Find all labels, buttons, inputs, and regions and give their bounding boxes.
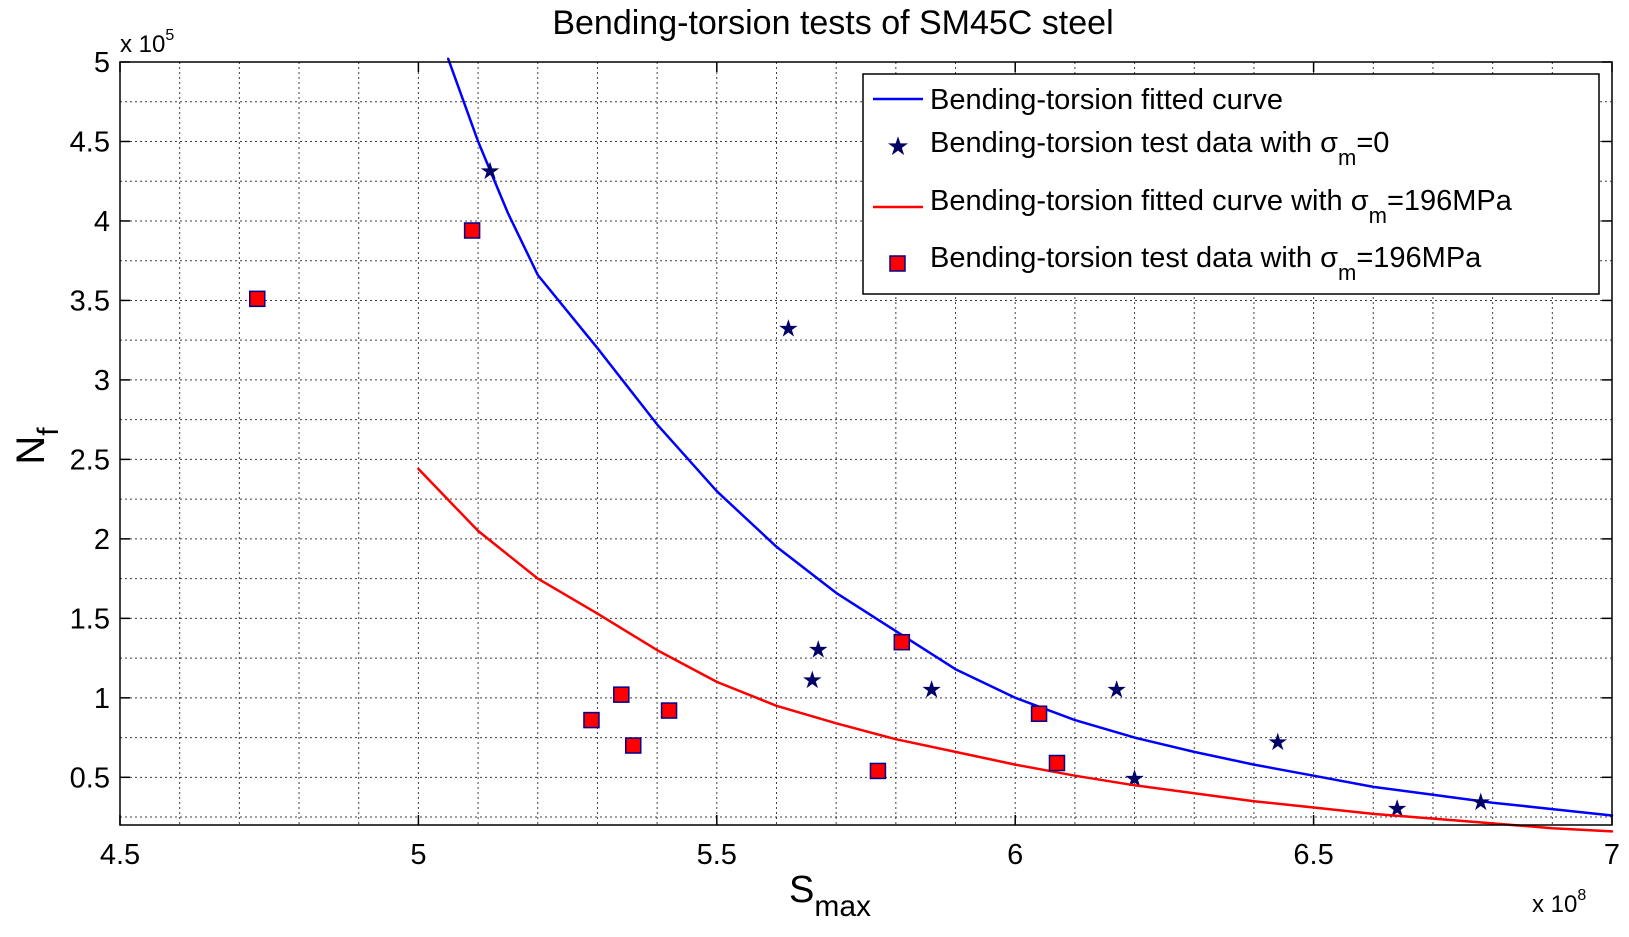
x-multiplier-exp: 8 [1577,887,1586,904]
data-point-square [1048,754,1066,772]
y-axis-label-sub: f [32,427,65,436]
data-point-star: ★ [1124,764,1146,792]
data-point-square [660,702,678,719]
series-line-red-fitted-curve [417,467,1614,833]
x-tick-label: 5 [410,839,426,871]
x-multiplier: x 108 [1532,887,1586,918]
data-point-square [893,633,911,651]
y-tick-label: 3 [94,365,110,397]
x-axis-label-sub: max [814,890,871,923]
tick-layer: 4.5 5 5.5 6 6.5 7 0.5 1 1.5 2 2.5 3 3.5 4 4.5 5 [70,47,1620,871]
y-multiplier: x 105 [120,27,174,58]
x-tick-label: 4.5 [100,839,140,871]
y-tick-label: 0.5 [70,762,110,794]
legend-label-squares-sub: m [1338,260,1356,285]
legend-label-red-curve: Bending-torsion fitted curve with σm=196… [930,185,1513,228]
x-multiplier-base: x 10 [1532,891,1577,918]
y-tick-label: 4 [94,206,110,238]
plot-frame [119,61,1613,826]
data-point-square [624,737,642,754]
legend-label-squares-tail: =196MPa [1356,242,1482,274]
y-tick-label: 2.5 [70,444,110,476]
data-point-square [249,290,266,308]
legend-label-stars-tail: =0 [1356,127,1389,159]
data-point-star: ★ [1267,728,1289,756]
legend-label-stars-sub: m [1338,145,1356,170]
legend-label-stars-text: Bending-torsion test data with σ [930,127,1338,159]
legend-label-red-curve-sub: m [1369,203,1387,228]
series-line-blue-fitted-curve [446,57,1614,817]
chart-title: Bending-torsion tests of SM45C steel [552,4,1113,42]
legend-swatch-star: ★ [886,132,909,162]
data-point-square [869,762,887,780]
data-point-star: ★ [479,157,501,185]
legend-label-blue-curve-text: Bending-torsion fitted curve [930,84,1283,116]
data-point-star: ★ [921,675,943,703]
x-tick-label: 5.5 [697,839,737,871]
legend-swatch-square [889,255,906,272]
data-point-star: ★ [1386,795,1408,823]
legend-label-blue-curve: Bending-torsion fitted curve [930,84,1283,116]
x-tick-label: 6 [1007,839,1023,871]
plot-layer: ★★★★★ ★★★★ ★ [249,57,1614,833]
data-point-star: ★ [807,636,829,664]
y-tick-label: 4.5 [70,126,110,158]
y-multiplier-exp: 5 [165,27,174,44]
y-axis-label: Nf [9,427,65,465]
data-point-star: ★ [802,666,824,694]
legend-label-red-curve-tail: =196MPa [1387,185,1513,217]
y-multiplier-base: x 10 [120,31,165,58]
x-axis-label-main: S [789,869,814,911]
x-tick-label: 6.5 [1293,839,1333,871]
data-point-square [613,686,630,703]
data-point-square [1030,705,1048,722]
y-tick-label: 3.5 [70,285,110,317]
x-tick-label: 7 [1604,839,1620,871]
data-point-star: ★ [1470,788,1492,816]
data-point-star: ★ [778,314,800,342]
y-tick-label: 1.5 [70,603,110,635]
y-axis-label-main: N [9,436,53,465]
legend: Bending-torsion fitted curve ★ Bending-t… [862,73,1600,295]
y-tick-label: 5 [94,47,110,79]
legend-label-squares: Bending-torsion test data with σm=196MPa [930,242,1482,285]
legend-label-red-curve-text: Bending-torsion fitted curve with σ [930,185,1369,217]
data-point-star: ★ [1106,675,1128,703]
legend-label-stars: Bending-torsion test data with σm=0 [930,127,1389,170]
y-tick-label: 1 [94,683,110,715]
data-point-square [583,711,600,729]
data-point-square [463,222,481,239]
x-axis-label: Smax [789,869,871,923]
legend-label-squares-text: Bending-torsion test data with σ [930,242,1338,274]
legend-box [862,73,1600,295]
y-tick-label: 2 [94,524,110,556]
